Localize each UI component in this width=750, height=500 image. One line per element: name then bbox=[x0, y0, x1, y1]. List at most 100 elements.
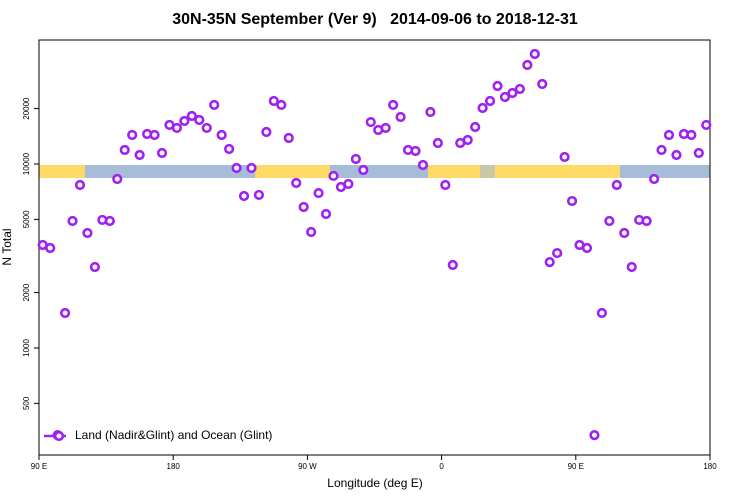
point bbox=[253, 189, 265, 201]
point bbox=[246, 162, 257, 174]
point bbox=[149, 129, 160, 141]
point bbox=[522, 59, 533, 71]
coast bbox=[480, 165, 495, 178]
chart-title: 30N-35N September (Ver 9) 2014-09-06 to … bbox=[172, 11, 578, 28]
point bbox=[611, 179, 622, 191]
y-tick-label: 1000 bbox=[22, 339, 31, 357]
x-tick-label: 180 bbox=[167, 462, 181, 471]
point bbox=[552, 247, 563, 259]
y-tick-label: 5000 bbox=[22, 210, 31, 228]
point bbox=[432, 137, 443, 149]
point bbox=[104, 215, 115, 227]
point bbox=[358, 164, 369, 176]
point bbox=[328, 170, 339, 182]
point bbox=[119, 144, 130, 156]
point bbox=[343, 178, 354, 190]
ocean bbox=[330, 165, 428, 178]
ocean bbox=[620, 165, 710, 178]
land-ocean-band bbox=[39, 165, 710, 178]
point bbox=[544, 256, 555, 268]
point bbox=[417, 159, 429, 171]
legend-marker bbox=[53, 430, 65, 442]
point bbox=[127, 129, 138, 141]
y-axis-label: N Total bbox=[0, 228, 14, 265]
ocean bbox=[85, 165, 255, 178]
point bbox=[89, 261, 101, 273]
x-tick-label: 0 bbox=[439, 462, 444, 471]
point bbox=[410, 145, 421, 157]
y-tick-label: 500 bbox=[22, 396, 31, 410]
point bbox=[283, 132, 294, 144]
point bbox=[59, 307, 71, 319]
point bbox=[619, 227, 630, 239]
point bbox=[581, 242, 593, 254]
point bbox=[477, 102, 488, 114]
point bbox=[112, 173, 123, 185]
point bbox=[134, 149, 145, 161]
point bbox=[74, 179, 86, 191]
point bbox=[566, 195, 578, 207]
point bbox=[276, 99, 287, 111]
point bbox=[596, 307, 607, 319]
point bbox=[194, 114, 205, 126]
point bbox=[171, 122, 183, 134]
point bbox=[425, 106, 436, 118]
point bbox=[529, 48, 540, 60]
point bbox=[291, 177, 302, 189]
point bbox=[462, 134, 473, 146]
point bbox=[216, 129, 227, 141]
point bbox=[179, 115, 190, 127]
y-tick-label: 20000 bbox=[22, 97, 31, 120]
point bbox=[648, 173, 660, 185]
point bbox=[224, 143, 235, 155]
point bbox=[559, 151, 570, 163]
point bbox=[298, 201, 309, 213]
point bbox=[701, 119, 712, 131]
point bbox=[45, 242, 56, 254]
point bbox=[82, 227, 93, 239]
point bbox=[507, 87, 518, 99]
land bbox=[428, 165, 480, 178]
point bbox=[238, 190, 250, 202]
point bbox=[499, 91, 511, 103]
point bbox=[231, 162, 242, 174]
point bbox=[201, 122, 212, 134]
point bbox=[484, 95, 496, 107]
point bbox=[350, 153, 361, 165]
point bbox=[693, 147, 704, 159]
x-axis-label: Longitude (deg E) bbox=[327, 476, 422, 490]
point bbox=[388, 99, 399, 111]
land bbox=[255, 165, 330, 178]
legend-label: Land (Nadir&Glint) and Ocean (Glint) bbox=[75, 428, 272, 442]
point bbox=[320, 208, 332, 220]
y-tick-label: 10000 bbox=[22, 152, 31, 175]
point bbox=[492, 80, 503, 92]
point bbox=[470, 121, 481, 133]
y-tick-label: 2000 bbox=[22, 283, 31, 301]
point bbox=[261, 126, 272, 138]
point bbox=[604, 215, 615, 227]
point bbox=[641, 215, 652, 227]
point bbox=[156, 147, 168, 159]
x-tick-label: 90 E bbox=[31, 462, 47, 471]
point bbox=[671, 149, 682, 161]
point bbox=[537, 78, 548, 90]
point bbox=[209, 99, 220, 111]
point bbox=[656, 144, 667, 156]
point bbox=[663, 129, 675, 141]
point bbox=[395, 111, 406, 123]
point bbox=[380, 122, 391, 134]
point bbox=[306, 226, 317, 238]
point bbox=[447, 259, 458, 271]
land bbox=[39, 165, 85, 178]
point bbox=[268, 95, 279, 107]
point bbox=[626, 261, 637, 273]
x-tick-label: 180 bbox=[703, 462, 717, 471]
point bbox=[313, 187, 324, 199]
point bbox=[686, 129, 697, 141]
x-tick-label: 90 E bbox=[568, 462, 584, 471]
point bbox=[589, 430, 600, 441]
point bbox=[67, 215, 78, 227]
